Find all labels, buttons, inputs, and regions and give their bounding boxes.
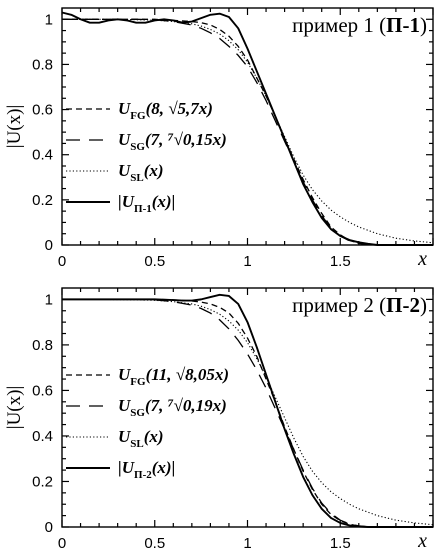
- y-tick-label: 0.8: [32, 56, 53, 73]
- y-axis-label: |U(x)|: [4, 386, 25, 429]
- y-tick-label: 0.2: [32, 192, 53, 209]
- legend-label-3: USL(x): [118, 427, 164, 450]
- x-tick-label: 1: [243, 535, 251, 552]
- x-axis-label: x: [417, 248, 427, 270]
- y-tick-label: 0.6: [32, 382, 53, 399]
- y-tick-label: 0.2: [32, 473, 53, 490]
- x-tick-label: 1.5: [330, 535, 351, 552]
- legend-label-2: USG(7, ⁷√0,15x): [118, 130, 227, 153]
- y-tick-label: 0: [45, 519, 53, 536]
- legend-label-4: |UП-2(x)|: [118, 458, 175, 481]
- x-tick-label: 0: [58, 253, 66, 270]
- y-tick-label: 1: [45, 11, 53, 28]
- y-tick-label: 0.4: [32, 428, 53, 445]
- y-tick-label: 0: [45, 237, 53, 254]
- x-axis-label: x: [417, 530, 427, 552]
- series-line-4: [61, 11, 433, 246]
- legend-label-1: UFG(8, √5,7x): [118, 99, 213, 122]
- series-line-4: [62, 293, 433, 528]
- chart-panel-2: 0 0.5 1 1.5 0 0.2 0.4 0.6 0.8 1 |U(x)| x пример 2 (П…: [4, 287, 434, 552]
- legend-label-3: USL(x): [118, 161, 164, 184]
- legend-label-4: |UП-1(x)|: [118, 192, 175, 215]
- y-axis-label: |U(x)|: [4, 105, 25, 148]
- y-tick-label: 1: [45, 291, 53, 308]
- chart-panel-1: 0 0.5 1 1.5 0 0.2 0.4 0.6 0.8 1 |U(x)| x пример 1 (П…: [4, 7, 434, 270]
- y-tick-label: 0.6: [32, 102, 53, 119]
- x-tick-label: 1: [243, 253, 251, 270]
- y-tick-label: 0.8: [32, 337, 53, 354]
- x-tick-label: 0.5: [144, 535, 165, 552]
- chart-title: пример 2 (П-2): [292, 293, 427, 317]
- x-tick-label: 0.5: [144, 253, 165, 270]
- legend-label-1: UFG(11, √8,05x): [118, 365, 229, 388]
- y-tick-label: 0.4: [32, 147, 53, 164]
- legend-label-2: USG(7, ⁷√0,19x): [118, 396, 227, 419]
- chart-title: пример 1 (П-1): [292, 13, 427, 37]
- x-tick-label: 0: [58, 535, 66, 552]
- x-tick-label: 1.5: [330, 253, 351, 270]
